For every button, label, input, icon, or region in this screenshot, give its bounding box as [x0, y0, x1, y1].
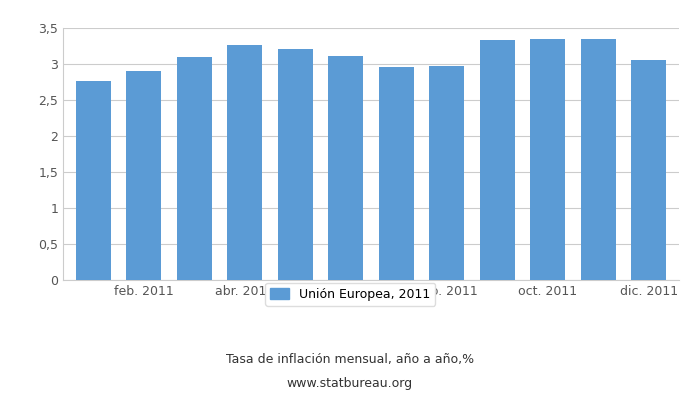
Bar: [631, 60, 666, 280]
Bar: [278, 49, 313, 280]
Text: Tasa de inflación mensual, año a año,%: Tasa de inflación mensual, año a año,%: [226, 354, 474, 366]
Bar: [379, 67, 414, 280]
Bar: [429, 66, 464, 280]
Bar: [227, 45, 262, 280]
Bar: [580, 39, 616, 280]
Bar: [176, 57, 212, 280]
Bar: [328, 56, 363, 280]
Text: www.statbureau.org: www.statbureau.org: [287, 378, 413, 390]
Bar: [530, 39, 566, 280]
Bar: [126, 71, 162, 280]
Bar: [76, 80, 111, 280]
Bar: [480, 40, 515, 280]
Legend: Unión Europea, 2011: Unión Europea, 2011: [265, 283, 435, 306]
